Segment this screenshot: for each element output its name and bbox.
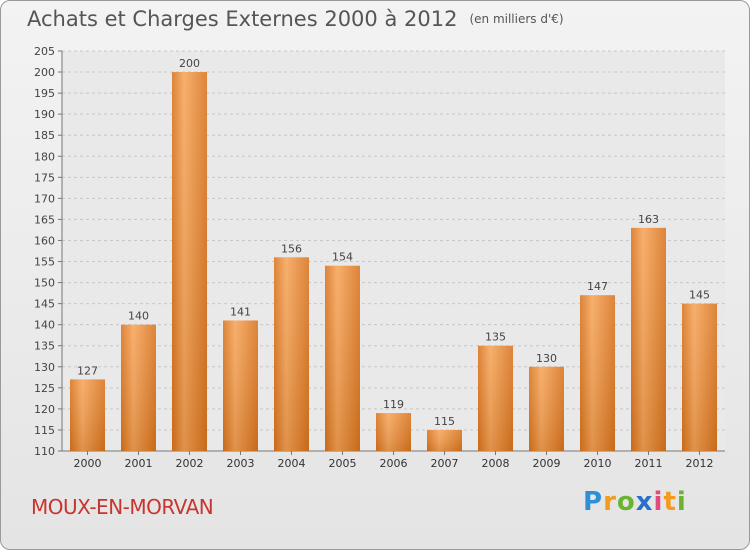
y-tick-label: 170 xyxy=(34,192,55,205)
data-label: 115 xyxy=(434,415,455,428)
proxiti-logo[interactable]: Proxiti xyxy=(583,487,687,517)
bar-shade xyxy=(172,72,207,451)
logo-letter: t xyxy=(663,487,676,517)
logo-letter: P xyxy=(583,487,603,517)
bar-shade xyxy=(682,304,717,451)
logo-letter: r xyxy=(603,487,617,517)
y-tick-label: 160 xyxy=(34,234,55,247)
bar-shade xyxy=(70,379,105,451)
bar-shade xyxy=(121,325,156,451)
data-label: 127 xyxy=(77,364,98,377)
x-tick-label: 2003 xyxy=(227,457,255,470)
x-tick-label: 2008 xyxy=(482,457,510,470)
data-label: 154 xyxy=(332,251,353,264)
y-tick-label: 145 xyxy=(34,298,55,311)
y-tick-label: 140 xyxy=(34,319,55,332)
bar-shade xyxy=(376,413,411,451)
bar-shade xyxy=(580,295,615,451)
logo-letter: i xyxy=(677,487,687,517)
data-label: 130 xyxy=(536,352,557,365)
y-tick-label: 135 xyxy=(34,340,55,353)
data-label: 141 xyxy=(230,305,251,318)
y-tick-label: 115 xyxy=(34,424,55,437)
x-tick-label: 2009 xyxy=(533,457,561,470)
data-label: 156 xyxy=(281,242,302,255)
bar-shade xyxy=(478,346,513,451)
x-tick-label: 2006 xyxy=(380,457,408,470)
y-tick-label: 120 xyxy=(34,403,55,416)
x-tick-label: 2012 xyxy=(686,457,714,470)
y-tick-label: 205 xyxy=(34,45,55,58)
y-tick-label: 165 xyxy=(34,213,55,226)
x-tick-label: 2001 xyxy=(125,457,153,470)
x-tick-label: 2011 xyxy=(635,457,663,470)
bar-shade xyxy=(325,266,360,451)
y-tick-label: 150 xyxy=(34,277,55,290)
y-tick-label: 190 xyxy=(34,108,55,121)
bar-shade xyxy=(529,367,564,451)
bar-shade xyxy=(427,430,462,451)
y-tick-label: 195 xyxy=(34,87,55,100)
x-tick-label: 2000 xyxy=(74,457,102,470)
logo-letter: i xyxy=(654,487,664,517)
x-tick-label: 2007 xyxy=(431,457,459,470)
bar-chart: 110 115 120 125 130 135 140 145 150 155 160 165 170 1… xyxy=(1,1,750,491)
data-label: 140 xyxy=(128,310,149,323)
y-tick-label: 200 xyxy=(34,66,55,79)
y-tick-label: 130 xyxy=(34,361,55,374)
y-tick-label: 175 xyxy=(34,171,55,184)
data-label: 119 xyxy=(383,398,404,411)
y-tick-label: 155 xyxy=(34,256,55,269)
town-name: MOUX-EN-MORVAN xyxy=(31,495,213,519)
data-label: 147 xyxy=(587,280,608,293)
data-label: 145 xyxy=(689,289,710,302)
x-tick-label: 2010 xyxy=(584,457,612,470)
y-tick-label: 180 xyxy=(34,150,55,163)
logo-letter: x xyxy=(636,487,654,517)
y-tick-label: 110 xyxy=(34,445,55,458)
y-tick-label: 185 xyxy=(34,129,55,142)
logo-letter: o xyxy=(617,487,636,517)
y-tick-label: 125 xyxy=(34,382,55,395)
data-label: 200 xyxy=(179,57,200,70)
data-label: 163 xyxy=(638,213,659,226)
bar-shade xyxy=(631,228,666,451)
data-label: 135 xyxy=(485,331,506,344)
bar-shade xyxy=(223,320,258,451)
bar-shade xyxy=(274,257,309,451)
plot-area xyxy=(62,51,725,451)
x-tick-label: 2002 xyxy=(176,457,204,470)
x-tick-label: 2005 xyxy=(329,457,357,470)
x-tick-label: 2004 xyxy=(278,457,306,470)
